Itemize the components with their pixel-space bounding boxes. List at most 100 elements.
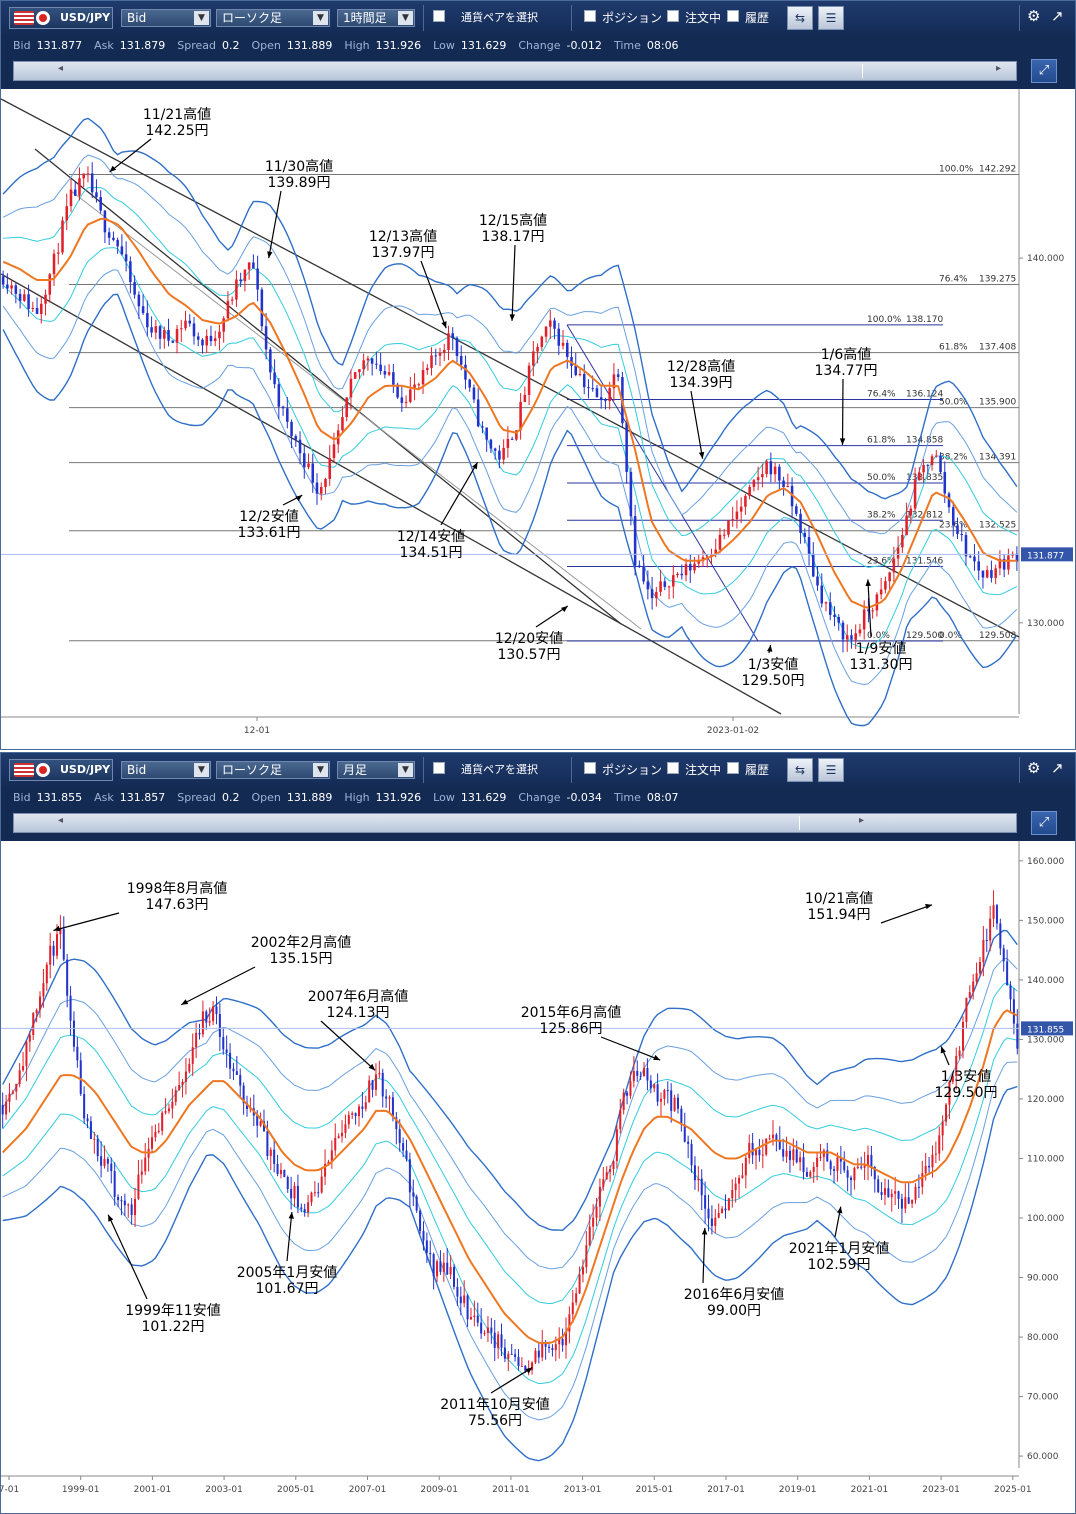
bullish-candle xyxy=(161,1112,164,1131)
gear-icon[interactable]: ⚙ xyxy=(1027,759,1041,777)
annotation-title: 2021年1月安値 xyxy=(789,1241,890,1257)
navigator-scrollbar[interactable]: ◂ ▸ xyxy=(13,813,1017,833)
time-label: Time xyxy=(613,38,641,52)
bullish-candle xyxy=(483,1332,486,1334)
expand-icon[interactable]: ⤢ xyxy=(1031,59,1057,83)
fibonacci-pct-label: 76.4% xyxy=(939,275,968,285)
bearish-candle xyxy=(629,472,633,517)
moving-average-line xyxy=(2,217,1017,609)
bearish-candle xyxy=(710,1218,713,1227)
annotation-arrow xyxy=(867,579,872,638)
arrow-head xyxy=(925,903,933,910)
bullish-candle xyxy=(918,472,921,481)
navigator-handle[interactable] xyxy=(862,64,863,78)
history-checkbox[interactable] xyxy=(727,762,739,774)
bullish-candle xyxy=(473,1315,476,1317)
chart-style-select[interactable]: ローソク足 ▼ xyxy=(216,9,330,27)
position-label: ポジション xyxy=(602,11,663,25)
expand-icon[interactable]: ⤢ xyxy=(1031,811,1057,835)
annotation-value: 101.67円 xyxy=(256,1281,319,1297)
chart-style-select[interactable]: ローソク足 ▼ xyxy=(216,761,330,779)
toolbar-divider xyxy=(423,757,424,783)
bullish-candle xyxy=(313,1192,316,1194)
bullish-candle xyxy=(449,1266,452,1275)
history-label: 履歴 xyxy=(745,11,770,25)
bullish-candle xyxy=(519,401,522,431)
list-icon[interactable]: ☰ xyxy=(818,758,844,782)
pair-select-checkbox[interactable] xyxy=(433,762,445,774)
bearish-candle xyxy=(27,294,30,309)
position-checkbox[interactable] xyxy=(584,10,596,22)
bearish-candle xyxy=(218,1014,221,1037)
bullish-candle xyxy=(992,905,995,919)
bearish-candle xyxy=(837,617,841,623)
bearish-candle xyxy=(985,939,988,941)
bearish-candle xyxy=(636,1070,639,1076)
hourly-candlestick-chart[interactable]: 140.000 130.000 12-01 2023-01-02 100.0% 142.2… xyxy=(1,89,1075,749)
bearish-candle xyxy=(129,261,132,283)
arrow-left-icon[interactable]: ◂ xyxy=(58,815,64,826)
open-value: 131.889 xyxy=(286,38,333,52)
bullish-candle xyxy=(208,1021,211,1023)
annotation-title: 1/3安値 xyxy=(748,657,799,673)
bullish-candle xyxy=(171,1101,174,1109)
bearish-candle xyxy=(73,189,77,196)
timeframe-select[interactable]: 1時間足 ▼ xyxy=(337,9,415,27)
history-checkbox[interactable] xyxy=(727,10,739,22)
bearish-candle xyxy=(283,1169,286,1177)
bearish-candle xyxy=(561,1339,564,1346)
bullish-candle xyxy=(127,1204,130,1206)
arrow-right-icon[interactable]: ▸ xyxy=(996,63,1002,74)
pair-select-checkbox[interactable] xyxy=(433,10,445,22)
orders-checkbox[interactable] xyxy=(667,10,679,22)
y-tick-label: 60.000 xyxy=(1027,1452,1059,1462)
refresh-icon[interactable]: ⇆ xyxy=(787,758,813,782)
jp-flag-icon xyxy=(36,11,50,25)
annotation-value: 147.63円 xyxy=(146,897,209,913)
navigator-scrollbar[interactable]: ◂ ▸ xyxy=(13,61,1017,81)
arrow-head xyxy=(181,999,189,1005)
timeframe-select[interactable]: 月足 ▼ xyxy=(337,761,415,779)
price-type-select[interactable]: Bid ▼ xyxy=(121,761,211,779)
fibonacci-pct-label: 0.0% xyxy=(867,631,890,641)
bullish-candle xyxy=(93,1138,96,1140)
annotation-title: 10/21高値 xyxy=(805,890,873,907)
position-checkbox[interactable] xyxy=(584,762,596,774)
navigator-handle[interactable] xyxy=(799,816,800,830)
annotation-value: 101.22円 xyxy=(142,1319,205,1335)
low-value: 131.629 xyxy=(460,790,507,804)
list-icon[interactable]: ☰ xyxy=(818,6,844,30)
bullish-candle xyxy=(179,328,183,330)
orders-checkbox[interactable] xyxy=(667,762,679,774)
bearish-candle xyxy=(408,1159,411,1193)
gear-icon[interactable]: ⚙ xyxy=(1027,7,1041,25)
bullish-candle xyxy=(32,1013,35,1035)
bearish-candle xyxy=(100,1156,103,1166)
external-window-icon[interactable]: ↗ xyxy=(1051,7,1064,25)
bearish-candle xyxy=(239,279,242,282)
bearish-candle xyxy=(476,1315,479,1323)
time-label: Time xyxy=(613,790,641,804)
arrow-left-icon[interactable]: ◂ xyxy=(58,63,64,74)
bearish-candle xyxy=(841,622,845,640)
bullish-candle xyxy=(8,1093,11,1102)
price-type-select[interactable]: Bid ▼ xyxy=(121,9,211,27)
refresh-icon[interactable]: ⇆ xyxy=(787,6,813,30)
monthly-candlestick-chart[interactable]: 160.000 150.000 140.000 130.000 120.000 110.0… xyxy=(1,841,1075,1513)
bearish-candle xyxy=(375,363,378,365)
bullish-candle xyxy=(368,1080,371,1103)
external-window-icon[interactable]: ↗ xyxy=(1051,759,1064,777)
bullish-candle xyxy=(61,220,64,253)
symbol-selector[interactable]: USD/JPY xyxy=(9,7,113,29)
bullish-candle xyxy=(28,1034,31,1042)
bullish-candle xyxy=(226,300,230,319)
bearish-candle xyxy=(266,1131,269,1156)
bearish-candle xyxy=(795,506,798,514)
bearish-candle xyxy=(103,210,107,233)
bearish-candle xyxy=(981,570,985,578)
bullish-candle xyxy=(1007,555,1010,570)
bearish-candle xyxy=(828,602,832,615)
bearish-candle xyxy=(799,513,802,533)
symbol-selector[interactable]: USD/JPY xyxy=(9,759,113,781)
arrow-right-icon[interactable]: ▸ xyxy=(859,815,865,826)
